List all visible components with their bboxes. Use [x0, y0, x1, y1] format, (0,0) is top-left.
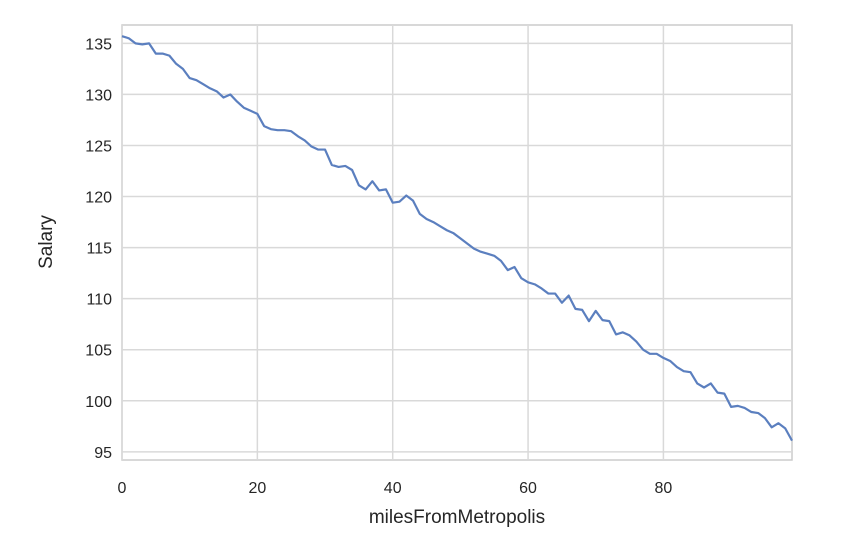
y-tick-labels: 95 100 105 110 115 120 125 130 135 — [85, 36, 112, 461]
plot-background — [121, 24, 793, 461]
y-gridlines — [122, 42, 792, 453]
x-tick-label: 0 — [118, 480, 127, 497]
y-tick-label: 110 — [86, 292, 112, 309]
y-tick-label: 115 — [86, 241, 112, 258]
x-tick-labels: 0 20 40 60 80 — [118, 480, 673, 497]
y-tick-label: 95 — [94, 445, 112, 462]
x-gridlines — [121, 25, 665, 460]
y-tick-label: 105 — [85, 343, 112, 360]
y-tick-label: 125 — [85, 138, 112, 155]
x-tick-label: 80 — [655, 480, 673, 497]
x-tick-label: 60 — [519, 480, 537, 497]
y-tick-label: 135 — [85, 36, 112, 53]
x-tick-label: 40 — [384, 480, 402, 497]
y-tick-label: 130 — [85, 87, 112, 104]
y-tick-label: 120 — [85, 190, 112, 207]
y-tick-label: 100 — [85, 394, 112, 411]
x-tick-label: 20 — [248, 480, 266, 497]
y-axis-title: Salary — [36, 215, 57, 269]
x-axis-title: milesFromMetropolis — [369, 507, 545, 528]
salary-series-line — [121, 35, 793, 442]
